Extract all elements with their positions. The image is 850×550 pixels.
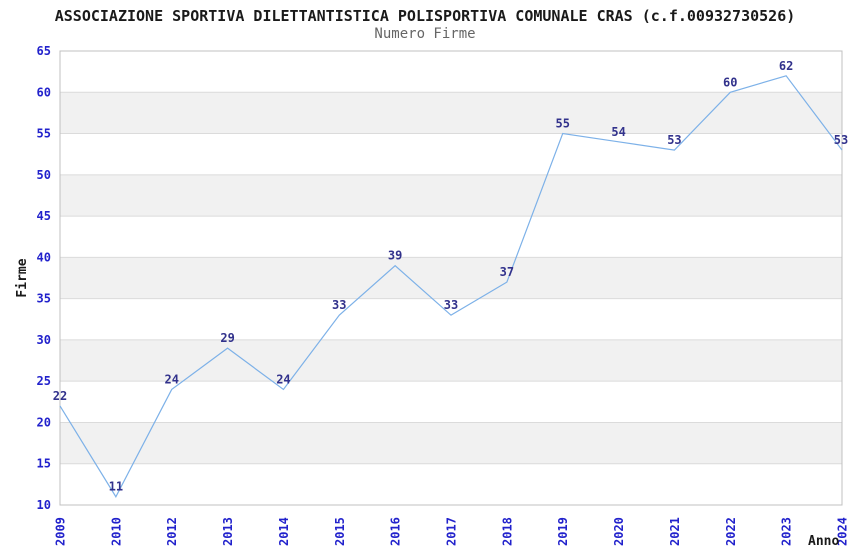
y-tick-label: 55 <box>37 127 51 141</box>
y-tick-label: 45 <box>37 209 51 223</box>
x-axis-label: Anno <box>808 534 839 549</box>
data-point-label: 33 <box>332 298 346 312</box>
y-tick-label: 65 <box>37 44 51 58</box>
plot-border <box>59 50 843 506</box>
data-point-label: 39 <box>388 249 402 263</box>
x-tick-label: 2010 <box>109 517 123 546</box>
x-tick-label: 2013 <box>221 517 235 546</box>
data-point-label: 22 <box>53 389 67 403</box>
y-tick-label: 60 <box>37 85 51 99</box>
plot-band <box>60 174 842 217</box>
data-point-label: 29 <box>220 331 234 345</box>
x-tick-label: 2018 <box>500 517 514 546</box>
y-axis-label: Firme <box>15 258 30 297</box>
chart-title: ASSOCIAZIONE SPORTIVA DILETTANTISTICA PO… <box>54 7 796 25</box>
x-tick-label: 2015 <box>333 517 347 546</box>
data-point-label: 37 <box>500 265 514 279</box>
y-tick-label: 10 <box>37 498 51 512</box>
data-point-label: 53 <box>834 133 848 147</box>
x-tick-label: 2014 <box>277 517 291 546</box>
series-line <box>59 75 843 498</box>
x-tick-label: 2020 <box>612 517 626 546</box>
x-tick-label: 2009 <box>54 517 68 546</box>
y-tick-label: 50 <box>37 168 51 182</box>
x-tick-label: 2017 <box>445 517 459 546</box>
x-tick-label: 2022 <box>724 517 738 546</box>
y-tick-label: 25 <box>37 374 51 388</box>
chart-subtitle: Numero Firme <box>374 26 476 42</box>
data-point-label: 62 <box>779 59 793 73</box>
x-tick-label: 2019 <box>556 517 570 546</box>
x-tick-label: 2023 <box>780 517 794 546</box>
data-point-label: 33 <box>444 298 458 312</box>
data-point-label: 24 <box>276 372 290 386</box>
data-point-label: 11 <box>109 480 123 494</box>
x-tick-label: 2024 <box>836 517 850 546</box>
data-point-label: 55 <box>555 117 569 131</box>
y-tick-label: 35 <box>37 292 51 306</box>
data-point-label: 53 <box>667 133 681 147</box>
y-tick-label: 20 <box>37 415 51 429</box>
y-tick-label: 40 <box>37 250 51 264</box>
plot-band <box>60 422 842 464</box>
x-tick-label: 2012 <box>165 517 179 546</box>
plot-band <box>60 339 842 382</box>
plot-band <box>60 92 842 134</box>
data-point-label: 54 <box>611 125 625 139</box>
y-tick-label: 15 <box>37 457 51 471</box>
data-point-label: 60 <box>723 75 737 89</box>
x-tick-label: 2016 <box>389 517 403 546</box>
y-tick-label: 30 <box>37 333 51 347</box>
x-tick-label: 2021 <box>668 517 682 546</box>
plot-band <box>60 257 842 299</box>
data-point-label: 24 <box>164 372 178 386</box>
